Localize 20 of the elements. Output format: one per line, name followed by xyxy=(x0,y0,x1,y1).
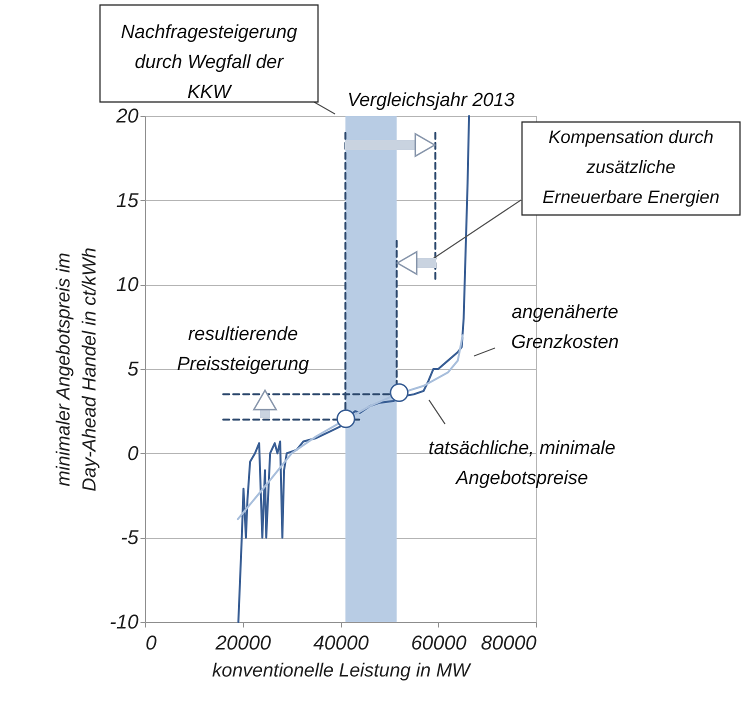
text: Nachfragesteigerung durch Wegfall der KKW xyxy=(120,22,298,103)
annotation: angenäherte Grenzkosten xyxy=(511,302,619,353)
y-axis-title: minimaler Angebotspreis im Day-Ahead Handel in ct/kWh xyxy=(54,248,101,492)
y-tick-label: 5 xyxy=(127,358,140,380)
y-tick-label: 15 xyxy=(116,190,140,212)
y-tick-label: 10 xyxy=(116,274,138,296)
x-tick-label: 40000 xyxy=(313,632,369,654)
x-tick-label: 60000 xyxy=(410,632,467,654)
annotation: resultierende Preissteigerung xyxy=(176,324,310,375)
text: Kompensation durch zusätzliche Erneuerbare Energien xyxy=(542,127,720,207)
annotation: tatsächliche, minimale Angebotspreise xyxy=(428,438,616,489)
text: Vergleichsjahr 2013 xyxy=(347,90,516,111)
x-tick-label: 0 xyxy=(146,632,157,654)
y-tick-label: -5 xyxy=(120,527,140,550)
y-tick-label: 20 xyxy=(115,106,138,128)
y-tick-label: 0 xyxy=(127,442,138,465)
x-tick-label: 80000 xyxy=(480,632,536,654)
x-tick-label: 20000 xyxy=(214,632,272,654)
x-axis-title: konventionelle Leistung in MW xyxy=(212,660,472,682)
y-tick-label: -10 xyxy=(110,612,138,634)
